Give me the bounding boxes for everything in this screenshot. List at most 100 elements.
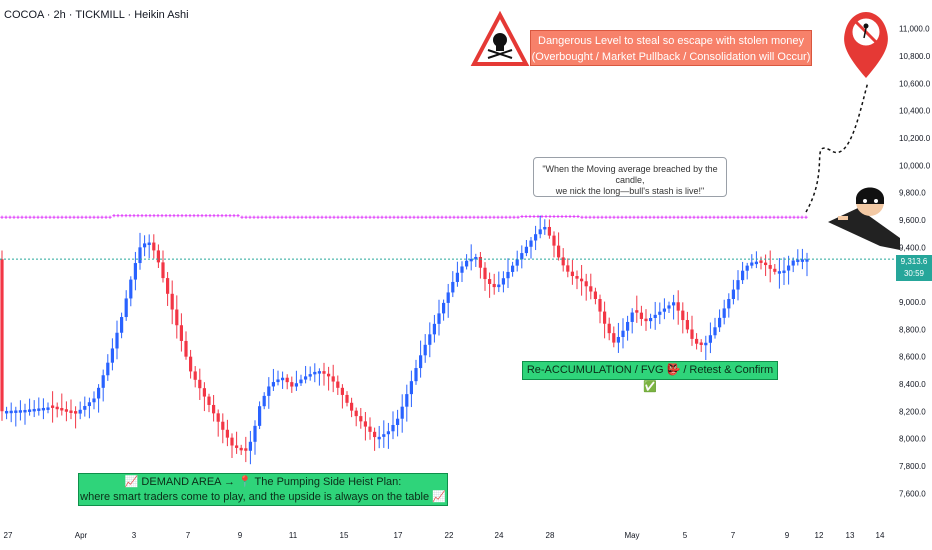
- ma-marker: [736, 215, 740, 219]
- candle-up: [649, 317, 653, 322]
- ma-marker: [280, 215, 284, 219]
- candle-up: [722, 308, 726, 318]
- candle-up: [731, 289, 735, 299]
- candle-down: [547, 226, 551, 236]
- ma-marker: [368, 215, 372, 219]
- ma-marker: [716, 215, 720, 219]
- candle-up: [741, 270, 745, 281]
- candle-up: [713, 327, 717, 336]
- ma-marker: [512, 215, 516, 219]
- candle-up: [428, 334, 432, 345]
- ma-marker: [676, 215, 680, 219]
- candle-down: [478, 256, 482, 268]
- ma-marker: [96, 215, 100, 219]
- candle-up: [129, 279, 133, 299]
- ma-marker: [152, 214, 156, 218]
- candle-up: [115, 332, 119, 349]
- ma-marker: [316, 215, 320, 219]
- candle-down: [593, 291, 597, 299]
- candle-down: [69, 410, 73, 413]
- projection-arrow: [805, 81, 869, 213]
- candle-down: [230, 437, 234, 446]
- candle-up: [267, 386, 271, 396]
- candle-down: [354, 410, 358, 417]
- candle-up: [106, 362, 110, 376]
- candle-up: [294, 383, 298, 387]
- price-tick-label: 9,600.0: [899, 216, 926, 225]
- ma-marker: [272, 215, 276, 219]
- ma-marker: [268, 215, 272, 219]
- ma-marker: [580, 215, 584, 219]
- candle-down: [244, 448, 248, 451]
- candle-up: [87, 402, 91, 407]
- candle-down: [561, 257, 565, 266]
- candle-up: [708, 335, 712, 343]
- candle-up: [308, 374, 312, 377]
- ma-marker: [204, 214, 208, 218]
- ma-marker: [416, 215, 420, 219]
- time-axis[interactable]: 27 Apr 3 7 9 11 15 17 22 24 28 May 5 7 9 12 13 14: [4, 531, 885, 540]
- ma-marker: [332, 215, 336, 219]
- ma-marker: [744, 215, 748, 219]
- ma-marker: [800, 215, 804, 219]
- candle-up: [727, 298, 731, 309]
- ma-marker: [56, 215, 60, 219]
- ma-marker: [164, 214, 168, 218]
- ma-marker: [4, 215, 8, 219]
- quote-callout: "When the Moving average breached by the…: [533, 157, 727, 197]
- ma-marker: [564, 214, 568, 219]
- candle-up: [409, 381, 413, 395]
- ma-marker: [364, 215, 368, 219]
- time-tick-label: 24: [495, 531, 504, 540]
- candle-up: [147, 242, 151, 246]
- ma-marker: [748, 215, 752, 219]
- candle-down: [363, 421, 367, 427]
- candle-up: [754, 261, 758, 265]
- time-tick-label: 12: [815, 531, 824, 540]
- candle-up: [304, 376, 308, 380]
- ma-marker: [60, 215, 64, 219]
- ma-marker: [452, 215, 456, 219]
- last-price: 9,313.6: [900, 257, 928, 266]
- candle-down: [51, 405, 55, 408]
- demand-area-label: 📈 DEMAND AREA → 📍 The Pumping Side Heist…: [78, 473, 448, 506]
- ma-marker: [428, 215, 432, 219]
- ma-marker: [768, 215, 772, 219]
- ma-marker: [596, 215, 600, 219]
- ma-marker: [0, 215, 4, 219]
- ma-marker: [528, 214, 532, 219]
- ma-marker: [32, 215, 36, 219]
- candle-down: [175, 309, 179, 326]
- ma-marker: [616, 215, 620, 219]
- ma-marker: [544, 214, 548, 219]
- ma-marker: [552, 214, 556, 219]
- candle-up: [138, 247, 142, 264]
- candle-up: [451, 281, 455, 293]
- ma-marker: [88, 215, 92, 219]
- price-tick-label: 9,800.0: [899, 189, 926, 198]
- ma-marker: [260, 215, 264, 219]
- ma-marker: [76, 215, 80, 219]
- ma-marker: [224, 214, 228, 218]
- ma-marker: [432, 215, 436, 219]
- candle-down: [695, 338, 699, 344]
- candle-down: [764, 262, 768, 266]
- ma-marker: [356, 215, 360, 219]
- ma-marker: [220, 214, 224, 218]
- candle-down: [483, 267, 487, 280]
- candle-up: [515, 259, 519, 266]
- ma-marker: [780, 215, 784, 219]
- candle-down: [607, 323, 611, 334]
- candle-up: [543, 226, 547, 230]
- ma-marker: [532, 214, 536, 219]
- ma-marker: [24, 215, 28, 219]
- ma-marker: [472, 215, 476, 219]
- price-tick-label: 10,200.0: [899, 134, 931, 143]
- ma-marker: [732, 215, 736, 219]
- ma-marker: [756, 215, 760, 219]
- candle-up: [133, 263, 137, 280]
- candle-down: [644, 318, 648, 322]
- candle-down: [552, 235, 556, 246]
- candle-up: [382, 434, 386, 437]
